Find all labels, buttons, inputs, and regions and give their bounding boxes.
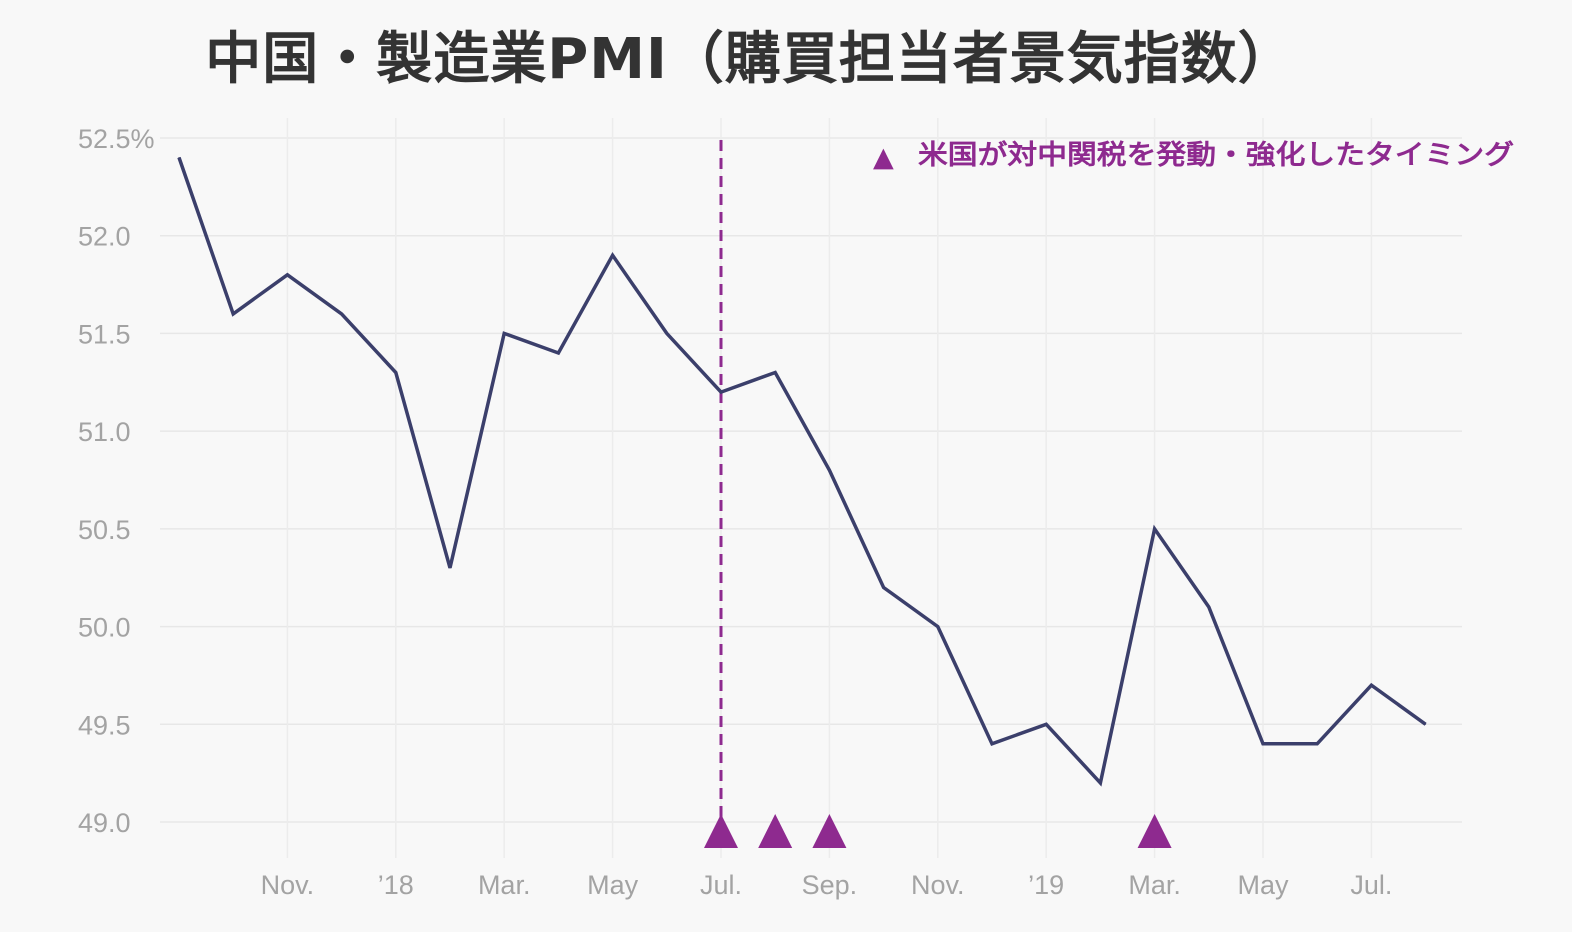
- x-tick-label: ’18: [378, 870, 414, 900]
- x-tick-label: Mar.: [478, 870, 531, 900]
- y-tick-label: 52.0: [78, 222, 131, 252]
- data-point: [178, 157, 180, 159]
- data-point: [883, 586, 885, 588]
- x-tick-label: Mar.: [1128, 870, 1181, 900]
- data-point: [1316, 743, 1318, 745]
- data-point: [232, 313, 234, 315]
- data-point: [395, 372, 397, 374]
- x-tick-label: ’19: [1028, 870, 1064, 900]
- data-point: [937, 626, 939, 628]
- data-point: [557, 352, 559, 354]
- tariff-marker-triangle-icon: [812, 814, 847, 848]
- y-tick-label: 52.5%: [78, 124, 155, 154]
- y-tick-label: 49.5: [78, 710, 131, 740]
- data-point: [720, 391, 722, 393]
- y-tick-label: 50.5: [78, 515, 131, 545]
- data-point: [828, 469, 830, 471]
- series-line: [177, 156, 1427, 787]
- data-point: [286, 274, 288, 276]
- data-point: [449, 567, 451, 569]
- x-tick-label: Sep.: [802, 870, 858, 900]
- y-tick-label: 51.0: [78, 417, 131, 447]
- tariff-markers: [704, 814, 1172, 848]
- tariff-marker-triangle-icon: [1137, 814, 1172, 848]
- legend-label: 米国が対中関税を発動・強化したタイミング: [918, 139, 1514, 171]
- chart-title: 中国・製造業PMI（購買担当者景気指数）: [205, 27, 1295, 92]
- data-point: [666, 332, 668, 334]
- y-tick-label: 49.0: [78, 808, 131, 838]
- tariff-marker-triangle-icon: [758, 814, 793, 848]
- data-point: [1099, 782, 1101, 784]
- data-point: [612, 254, 614, 256]
- y-tick-label: 51.5: [78, 319, 131, 349]
- x-tick-label: May: [1237, 870, 1289, 900]
- x-axis-ticks: Nov. ’18 Mar. May Jul. Sep. Nov. ’19 Mar. May Jul.: [261, 870, 1393, 900]
- data-point: [1425, 723, 1427, 725]
- data-point: [341, 313, 343, 315]
- y-axis-ticks: 52.5% 52.0 51.5 51.0 50.5 50.0 49.5 49.0: [78, 124, 155, 838]
- y-tick-label: 50.0: [78, 613, 131, 643]
- pmi-series-line: [177, 156, 1427, 787]
- data-point: [991, 743, 993, 745]
- x-tick-label: Nov.: [911, 870, 965, 900]
- tariff-marker-triangle-icon: [704, 814, 738, 848]
- x-tick-label: Nov.: [261, 870, 315, 900]
- data-point: [774, 372, 776, 374]
- data-point: [1154, 528, 1156, 530]
- data-point: [1262, 743, 1264, 745]
- data-point: [1208, 606, 1210, 608]
- data-point: [1370, 684, 1372, 686]
- x-tick-label: Jul.: [700, 870, 742, 900]
- data-point: [503, 332, 505, 334]
- data-point: [1045, 723, 1047, 725]
- x-tick-label: Jul.: [1350, 870, 1392, 900]
- legend-triangle-icon: ▲: [873, 142, 894, 173]
- x-tick-label: May: [587, 870, 639, 900]
- grid-lines: [160, 118, 1462, 858]
- legend: ▲ 米国が対中関税を発動・強化したタイミング: [873, 139, 1514, 173]
